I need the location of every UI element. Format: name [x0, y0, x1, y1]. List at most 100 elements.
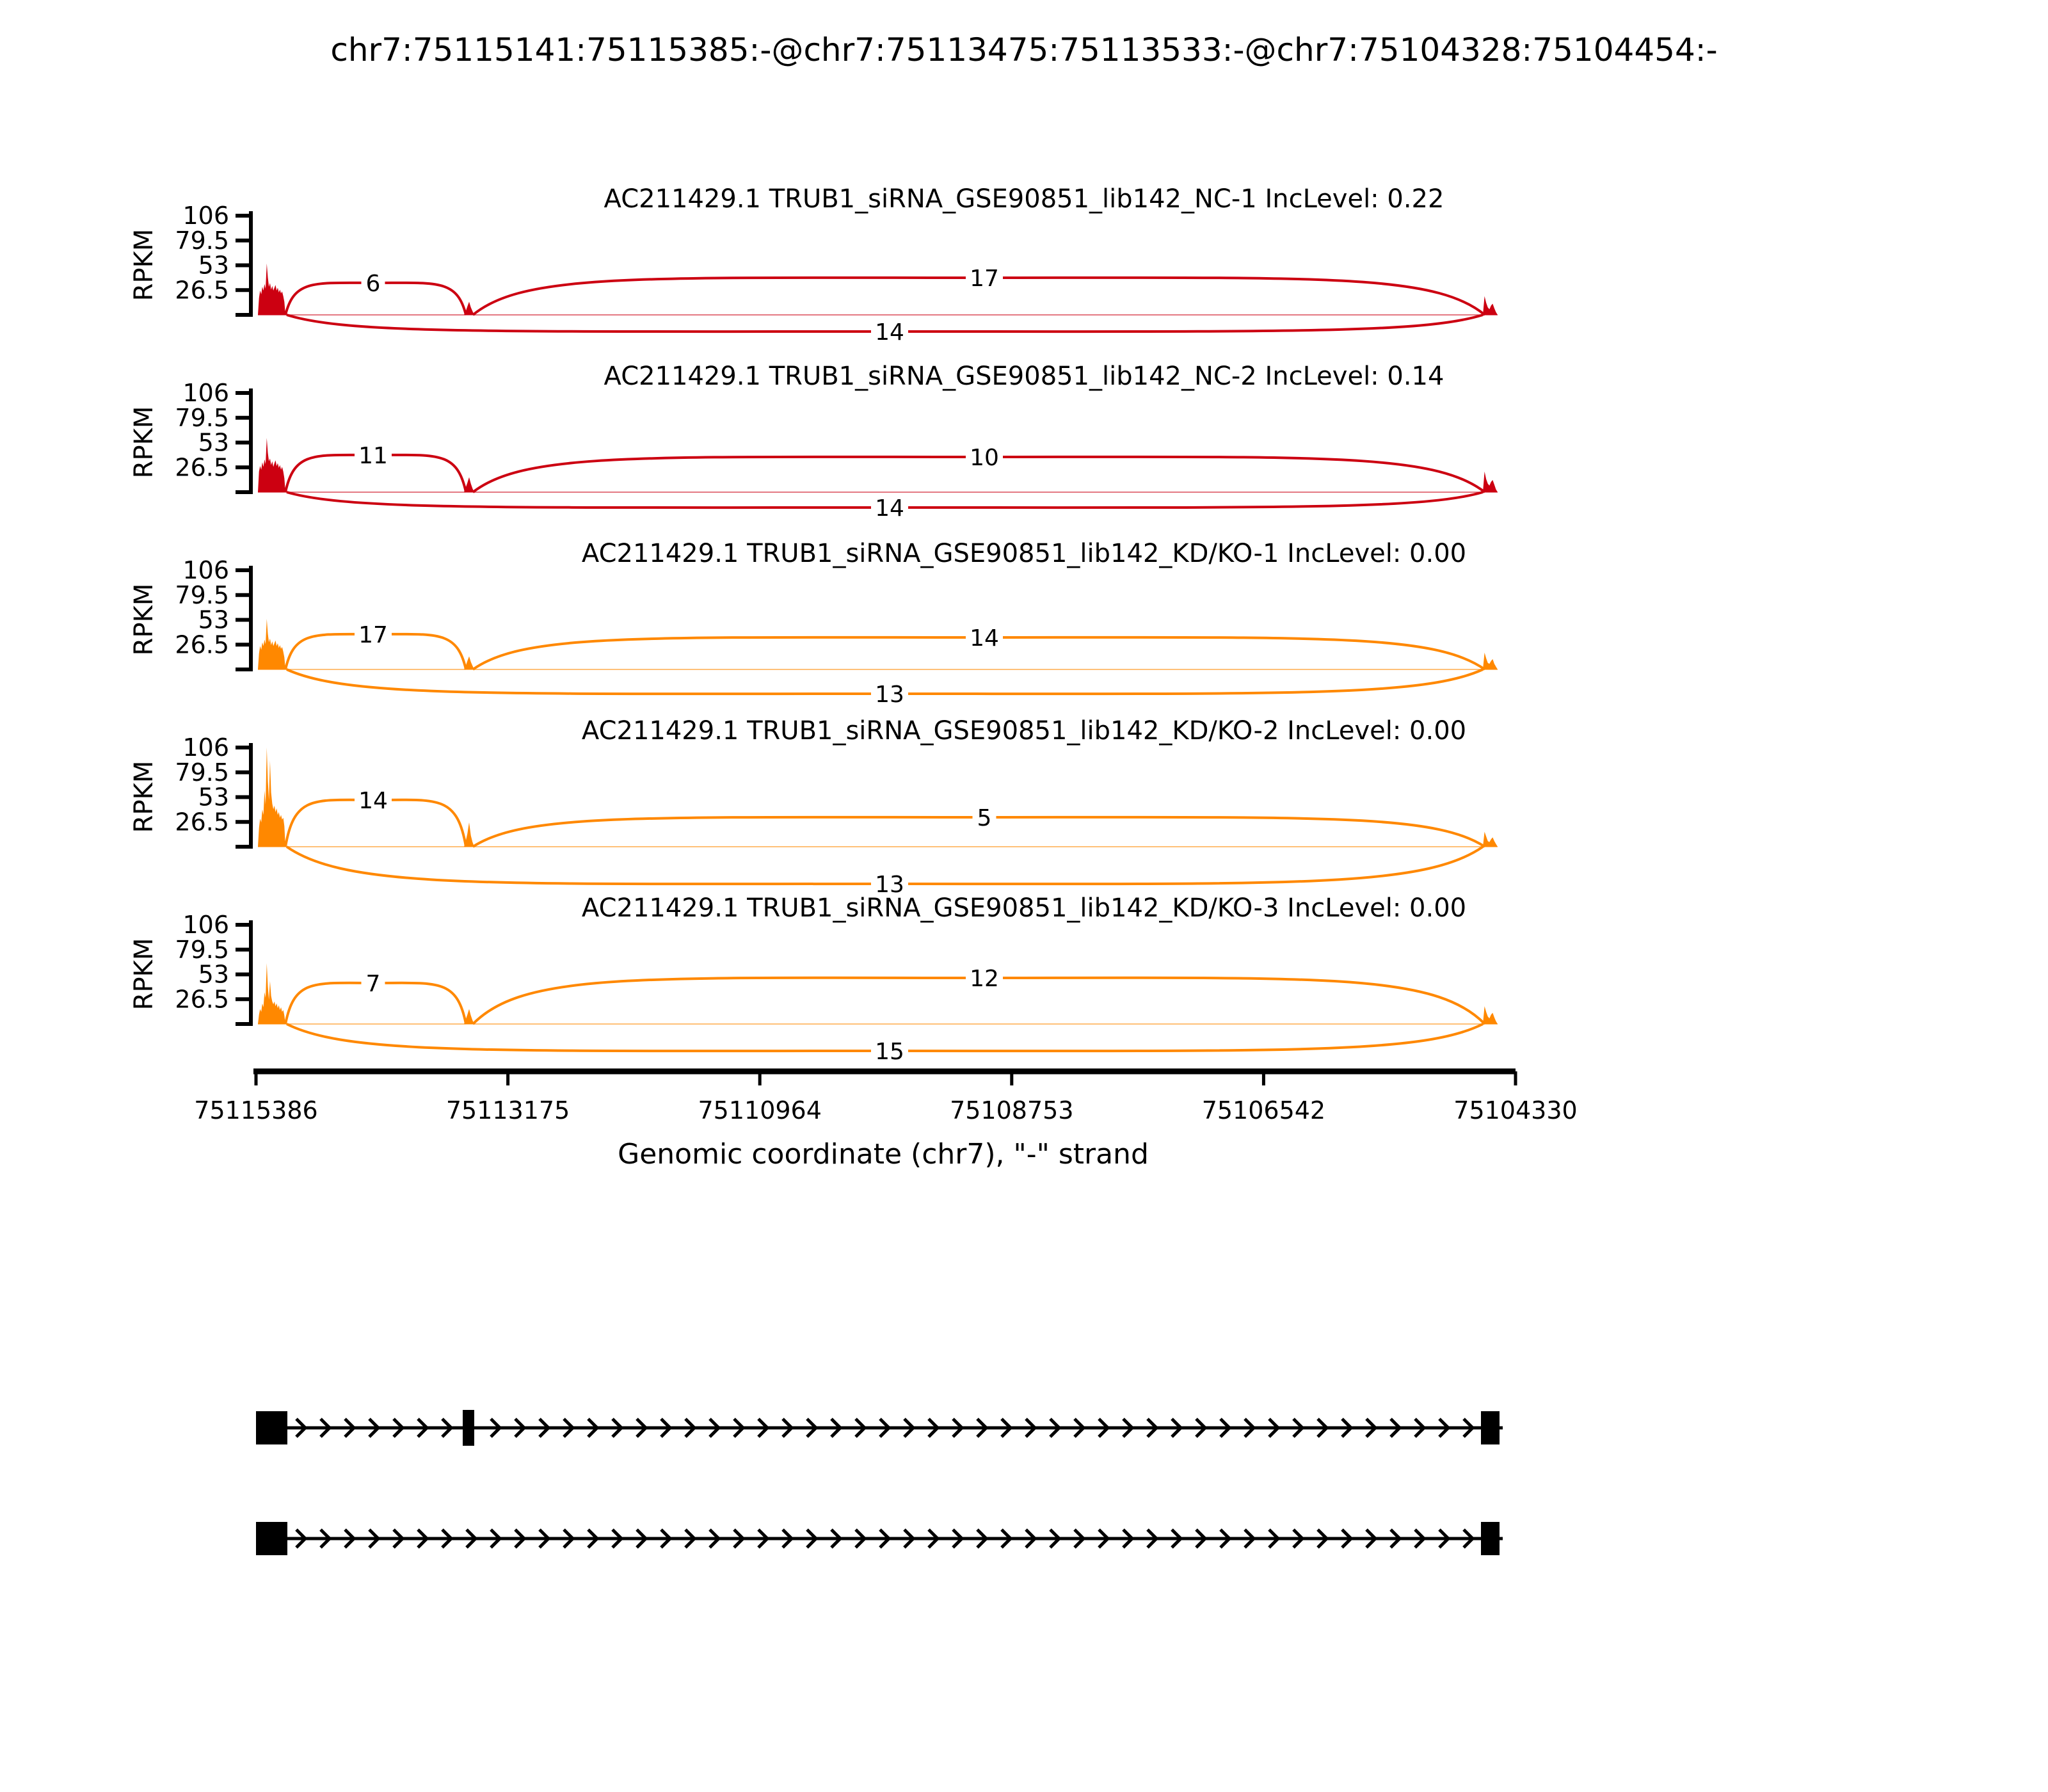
strand-arrow-icon	[1462, 1528, 1475, 1549]
junction-label-mask	[871, 1037, 908, 1065]
strand-arrow-icon	[1098, 1418, 1110, 1438]
strand-arrow-icon	[1000, 1418, 1013, 1438]
strand-arrow-icon	[1146, 1418, 1159, 1438]
strand-arrow-icon	[806, 1418, 819, 1438]
strand-arrow-icon	[1414, 1528, 1427, 1549]
y-axis-title: RPKM	[129, 229, 159, 301]
strand-arrow-icon	[563, 1418, 575, 1438]
strand-arrow-icon	[295, 1528, 308, 1549]
strand-arrow-icon	[952, 1528, 964, 1549]
strand-arrow-icon	[514, 1528, 527, 1549]
junction-count-label: 5	[977, 805, 992, 831]
x-tick-label: 75113175	[446, 1096, 570, 1124]
y-tick-label: 106	[182, 911, 229, 939]
strand-arrow-icon	[490, 1418, 502, 1438]
strand-arrow-icon	[1389, 1418, 1402, 1438]
strand-arrow-icon	[611, 1528, 624, 1549]
coverage-area-e3	[1483, 296, 1498, 315]
x-tick-label: 75115386	[194, 1096, 317, 1124]
strand-arrow-icon	[757, 1528, 770, 1549]
junction-label-mask	[355, 441, 392, 469]
strand-arrow-icon	[1146, 1528, 1159, 1549]
strand-arrow-icon	[368, 1418, 381, 1438]
strand-arrow-icon	[879, 1418, 892, 1438]
strand-arrow-icon	[344, 1418, 356, 1438]
strand-arrow-icon	[879, 1528, 892, 1549]
y-tick-label: 79.5	[175, 227, 229, 255]
x-tick-label: 75106542	[1202, 1096, 1325, 1124]
y-tick-label: 53	[198, 961, 229, 989]
strand-arrow-icon	[538, 1528, 551, 1549]
strand-arrow-icon	[538, 1418, 551, 1438]
y-tick-label: 53	[198, 252, 229, 280]
strand-arrow-icon	[952, 1418, 964, 1438]
strand-arrow-icon	[1171, 1418, 1183, 1438]
strand-arrow-icon	[708, 1418, 721, 1438]
sashimi-track-nc-1: AC211429.1 TRUB1_siRNA_GSE90851_lib142_N…	[129, 184, 1498, 346]
y-axis-title: RPKM	[129, 406, 159, 479]
strand-arrow-icon	[708, 1528, 721, 1549]
exon-box-e2	[463, 1410, 474, 1446]
junction-label-mask	[871, 317, 908, 346]
sashimi-track-nc-2: AC211429.1 TRUB1_siRNA_GSE90851_lib142_N…	[129, 362, 1498, 522]
coverage-area-e2	[464, 477, 474, 492]
coverage-area-e1	[258, 963, 285, 1024]
strand-arrow-icon	[1438, 1418, 1451, 1438]
strand-arrow-icon	[733, 1418, 746, 1438]
junction-count-label: 14	[970, 625, 999, 652]
x-tick-label: 75108753	[950, 1096, 1073, 1124]
y-tick-label: 53	[198, 783, 229, 812]
strand-arrow-icon	[636, 1528, 648, 1549]
strand-arrow-icon	[368, 1528, 381, 1549]
strand-arrow-icon	[1000, 1528, 1013, 1549]
strand-arrow-icon	[927, 1528, 940, 1549]
coverage-area-e1	[258, 263, 285, 315]
junction-count-label: 15	[875, 1039, 904, 1065]
junction-count-label: 17	[358, 622, 388, 648]
strand-arrow-icon	[1219, 1418, 1232, 1438]
x-tick-label: 75110964	[698, 1096, 821, 1124]
sashimi-track-kd-ko-1: AC211429.1 TRUB1_siRNA_GSE90851_lib142_K…	[129, 539, 1498, 708]
coverage-area-e2	[464, 301, 474, 315]
strand-arrow-icon	[1292, 1528, 1305, 1549]
strand-arrow-icon	[441, 1418, 454, 1438]
strand-arrow-icon	[295, 1418, 308, 1438]
strand-arrow-icon	[1098, 1528, 1110, 1549]
strand-arrow-icon	[319, 1528, 332, 1549]
strand-arrow-icon	[1316, 1418, 1329, 1438]
strand-arrow-icon	[1049, 1528, 1062, 1549]
strand-arrow-icon	[757, 1418, 770, 1438]
strand-arrow-icon	[490, 1528, 502, 1549]
junction-label-mask	[871, 493, 908, 522]
strand-arrow-icon	[830, 1528, 843, 1549]
junction-count-label: 14	[875, 319, 904, 346]
coverage-area-e2	[464, 822, 474, 847]
strand-arrow-icon	[417, 1528, 429, 1549]
coverage-area-e3	[1483, 471, 1498, 492]
coverage-area-e3	[1483, 1006, 1498, 1024]
strand-arrow-icon	[319, 1418, 332, 1438]
y-tick-label: 106	[182, 556, 229, 584]
junction-label-mask	[966, 623, 1003, 652]
strand-arrow-icon	[684, 1418, 697, 1438]
strand-arrow-icon	[830, 1418, 843, 1438]
junction-label-mask	[972, 803, 996, 831]
strand-arrow-icon	[1025, 1418, 1037, 1438]
coverage-area-e3	[1483, 831, 1498, 847]
strand-arrow-icon	[854, 1418, 867, 1438]
y-tick-label: 53	[198, 606, 229, 634]
exon-box-e1	[256, 1411, 287, 1444]
coverage-area-e2	[464, 656, 474, 669]
junction-label-mask	[871, 870, 908, 898]
strand-arrow-icon	[903, 1528, 916, 1549]
y-tick-label: 26.5	[175, 453, 229, 481]
y-tick-label: 26.5	[175, 276, 229, 304]
strand-arrow-icon	[1438, 1528, 1451, 1549]
coverage-area-e1	[258, 619, 285, 669]
strand-arrow-icon	[1462, 1418, 1475, 1438]
strand-arrow-icon	[1171, 1528, 1183, 1549]
junction-count-label: 6	[366, 271, 381, 297]
strand-arrow-icon	[1025, 1528, 1037, 1549]
